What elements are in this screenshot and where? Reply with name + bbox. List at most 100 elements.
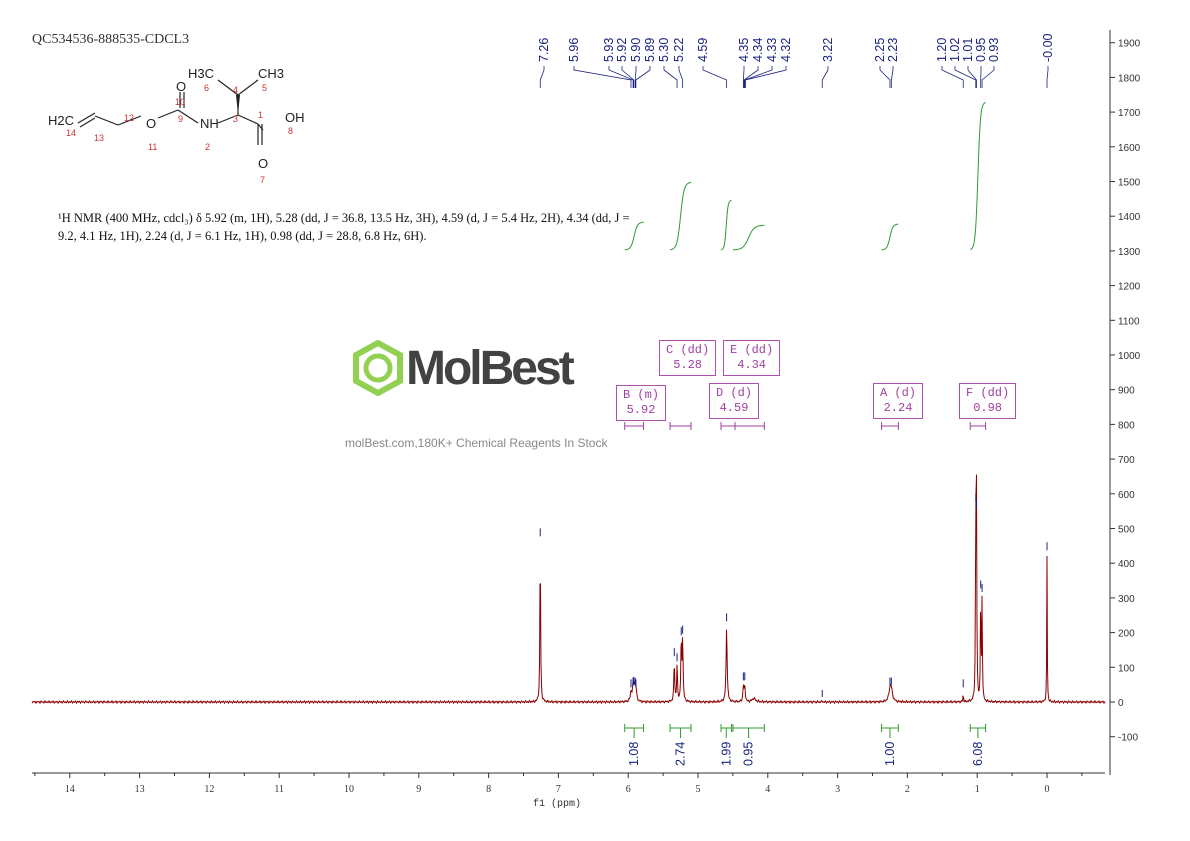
multiplet-range-bracket [624,422,645,430]
bond [117,115,142,126]
peak-label-connector [635,66,651,88]
multiplet-range-bracket [734,422,765,430]
bond [237,79,259,96]
watermark-brand: MolBest [406,341,575,395]
spectrum-line [31,474,1106,705]
atom-label: 14 [66,128,76,138]
peak-label: 5.89 [643,38,657,62]
multiplet-type: A (d) [880,386,917,400]
peak-label-connector [621,66,635,88]
y-tick-label: 1400 [1118,212,1141,223]
atom-label: CH3 [258,66,284,81]
multiplet-range-bracket [669,422,692,430]
integral-curve [669,181,692,251]
peak-label: 4.34 [751,38,765,62]
peak-label: 5.90 [629,38,643,62]
sample-id: QC534536-888535-CDCL3 [32,32,190,47]
bond [237,114,259,125]
x-axis-label: f1 (ppm) [533,798,581,810]
y-tick-label: 1300 [1118,247,1141,258]
y-tick-label: 200 [1118,629,1135,640]
integral-bracket [669,724,692,738]
peak-label-connector [573,66,632,88]
peak-label: 3.22 [821,38,835,62]
peak-label-connector [890,66,894,88]
x-tick-label: 1 [975,784,980,795]
peak-label-connector [608,66,634,88]
y-tick-label: 1000 [1118,351,1141,362]
atom-label: O [258,156,268,171]
peak-label-connector [742,66,745,88]
atom-label: H2C [48,113,74,128]
multiplet-box: E (dd) 4.34 [723,340,781,376]
atom-label: 6 [204,83,209,93]
x-tick-label: 9 [416,784,421,795]
molbest-watermark: MolBest [350,340,575,396]
x-tick-label: 10 [344,784,354,795]
atom-label: 3 [233,114,238,124]
x-tick-label: 14 [65,784,75,795]
integral-value: 1.99 [719,742,733,766]
multiplet-shift: 0.98 [973,401,1003,415]
peak-label: 4.33 [765,38,779,62]
y-tick-label: 1900 [1118,39,1141,50]
peak-label: 5.22 [672,38,686,62]
integral-value: 2.74 [674,742,688,766]
benzene-logo-icon [353,340,403,396]
multiplet-type: C (dd) [666,343,710,357]
multiplet-range-bracket [720,422,736,430]
multiplet-shift: 4.59 [719,401,749,415]
atom-label: 13 [94,133,104,143]
atom-label: 12 [124,113,134,123]
peak-label-connector [981,66,995,88]
y-tick-label: 700 [1118,455,1135,466]
peak-label-connector [678,66,684,88]
peak-label-connector [821,66,829,88]
integral-curve [970,101,986,251]
integral-bracket [881,724,899,738]
integral-curve [720,199,732,251]
x-tick-label: 3 [835,784,840,795]
peak-label: 4.32 [779,38,793,62]
bond [94,115,119,126]
x-tick-label: 11 [274,784,284,795]
bond [177,109,199,124]
peak-label: 1.20 [935,38,949,62]
peak-label: 2.23 [886,38,900,62]
peak-label-connector [663,66,678,88]
peak-label: 5.92 [615,38,629,62]
y-tick-label: 1800 [1118,73,1141,84]
nmr-description: ¹H NMR (400 MHz, cdcl₃) δ 5.92 (m, 1H), … [58,211,630,243]
integral-bracket [732,724,765,738]
multiplet-box: B (m) 5.92 [616,385,667,421]
x-tick-label: 7 [556,784,561,795]
atom-label: 10 [175,97,185,107]
multiplet-box: C (dd) 5.28 [659,340,717,376]
y-tick-label: 100 [1118,663,1135,674]
peak-label-connector [634,66,637,88]
x-tick-label: 0 [1045,784,1050,795]
peak-label-connector [743,66,759,88]
x-tick-label: 13 [135,784,145,795]
bond [157,109,179,119]
multiplet-shift: 4.34 [737,358,767,372]
atom-label: 4 [233,85,238,95]
multiplet-box: D (d) 4.59 [709,383,760,419]
peak-label: 5.96 [567,38,581,62]
atom-label: NH [200,116,219,131]
watermark-tagline: molBest.com,180K+ Chemical Reagents In S… [345,436,608,450]
multiplet-box: F (dd) 0.98 [959,383,1017,419]
atom-label: 11 [148,142,157,152]
peak-label: 5.30 [657,38,671,62]
x-tick-label: 12 [204,784,214,795]
peak-label: 1.01 [961,38,975,62]
y-tick-label: -100 [1118,733,1138,744]
integral-bracket [720,724,733,738]
peak-label-connector [954,66,977,88]
peak-label: 0.95 [974,38,988,62]
multiplet-range-bracket [969,422,987,430]
peak-label-connector [745,66,787,88]
atom-label: 7 [260,175,265,185]
